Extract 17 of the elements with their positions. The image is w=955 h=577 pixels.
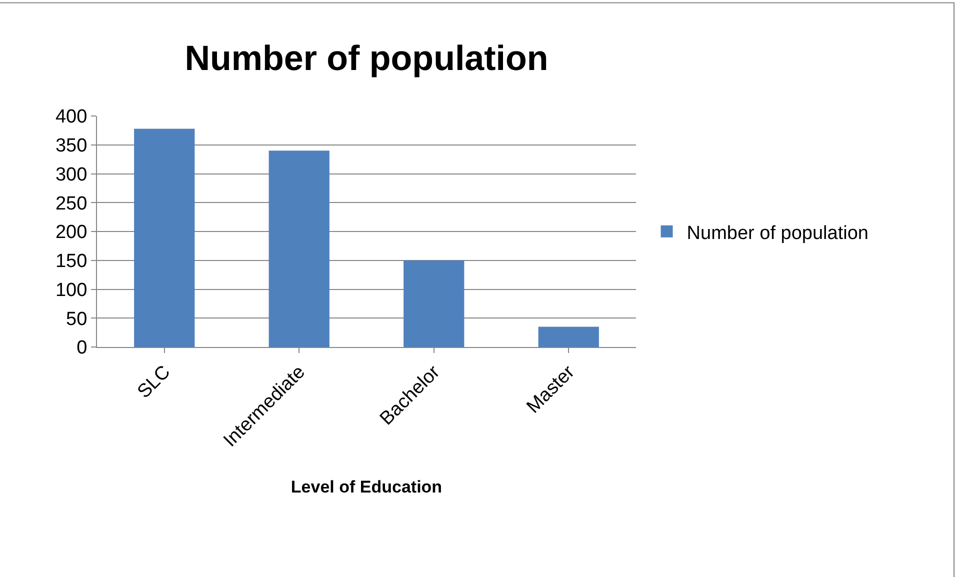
y-tick-label: 100 <box>55 280 88 301</box>
x-tick-label: SLC <box>134 362 175 403</box>
chart-title: Number of population <box>184 38 548 78</box>
bar <box>538 326 599 347</box>
legend-label: Number of population <box>686 222 868 244</box>
bar <box>268 150 330 347</box>
y-tick-label: 400 <box>55 106 88 128</box>
y-tick-label: 150 <box>55 251 88 272</box>
y-tick-label: 200 <box>55 222 88 244</box>
y-tick-label: 250 <box>55 193 88 214</box>
y-tick-label: 300 <box>55 164 88 186</box>
bar <box>134 128 195 347</box>
y-tick-label: 0 <box>76 338 88 359</box>
bar <box>404 260 464 347</box>
x-axis-title: Level of Education <box>290 478 442 497</box>
y-tick-label: 50 <box>66 308 88 330</box>
y-tick-label: 350 <box>55 136 88 157</box>
